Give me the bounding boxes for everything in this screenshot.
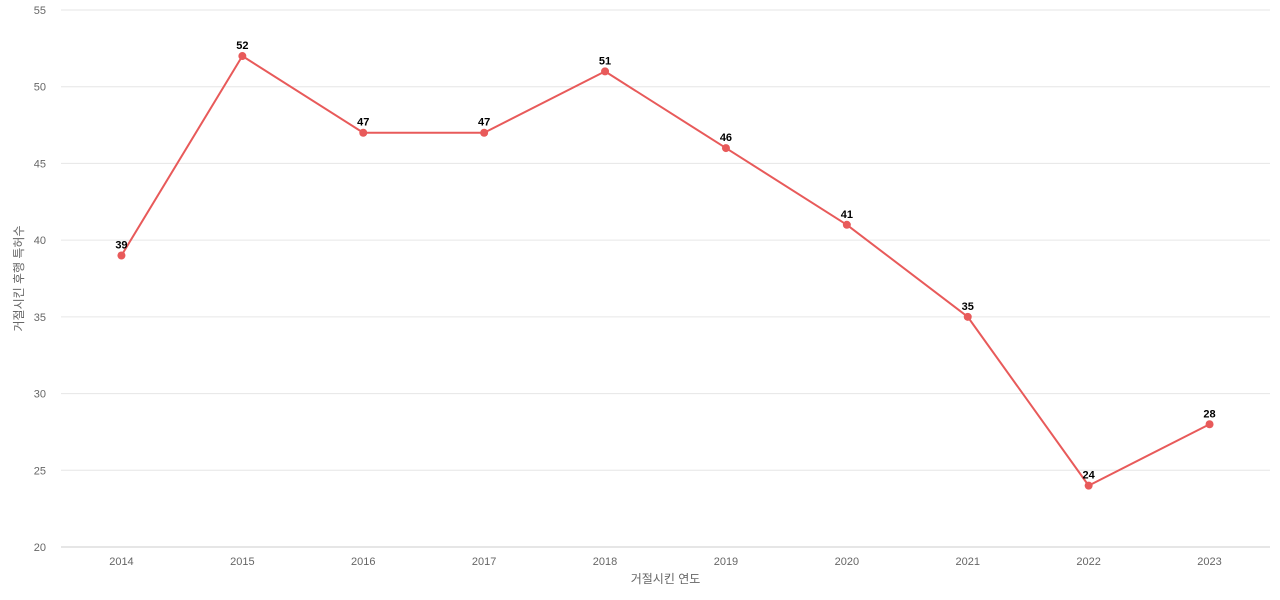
y-tick-label: 40: [34, 235, 46, 247]
data-label: 47: [357, 117, 369, 129]
data-point[interactable]: [601, 67, 610, 76]
data-point[interactable]: [359, 128, 368, 137]
data-point[interactable]: [1205, 420, 1214, 429]
data-label: 24: [1083, 470, 1096, 482]
y-gridlines: [61, 9, 1270, 471]
x-tick-label: 2018: [593, 556, 617, 568]
x-tick-label: 2022: [1076, 556, 1100, 568]
data-label: 51: [599, 55, 611, 67]
data-point[interactable]: [117, 251, 126, 260]
y-tick-label: 20: [34, 542, 46, 554]
y-tick-label: 30: [34, 389, 46, 401]
data-point[interactable]: [842, 220, 851, 229]
y-axis-ticks: 20 25 30 35 40 45 50 55: [34, 5, 46, 554]
data-point[interactable]: [1084, 481, 1093, 490]
x-tick-label: 2021: [956, 556, 980, 568]
x-axis-ticks: 2014 2015 2016 2017 2018 2019 2020 2021 2022 2023: [109, 556, 1222, 568]
data-label: 47: [478, 117, 490, 129]
x-tick-label: 2023: [1197, 556, 1221, 568]
x-axis-title: 거절시킨 연도: [631, 572, 701, 586]
y-axis-title: 거절시킨 후행 특허수: [11, 225, 26, 331]
y-tick-label: 35: [34, 312, 46, 324]
y-tick-label: 25: [34, 465, 46, 477]
data-label: 41: [841, 209, 853, 221]
x-tick-label: 2017: [472, 556, 496, 568]
x-tick-label: 2020: [835, 556, 859, 568]
x-tick-label: 2019: [714, 556, 738, 568]
data-labels: 39 52 47 47 51 46 41 35 24 28: [115, 40, 1215, 482]
x-tick-label: 2015: [230, 556, 254, 568]
x-tick-label: 2014: [109, 556, 133, 568]
data-label: 52: [236, 40, 248, 52]
data-label: 39: [115, 239, 127, 251]
data-point[interactable]: [963, 312, 972, 321]
data-label: 35: [962, 301, 974, 313]
y-tick-label: 45: [34, 158, 46, 170]
data-label: 28: [1203, 408, 1215, 420]
data-label: 46: [720, 132, 732, 144]
series-line: [120, 55, 1211, 487]
data-point[interactable]: [480, 128, 489, 137]
series-group: [117, 52, 1214, 490]
data-point[interactable]: [721, 144, 730, 153]
y-tick-label: 50: [34, 82, 46, 94]
data-point[interactable]: [238, 52, 247, 61]
x-tick-label: 2016: [351, 556, 375, 568]
y-tick-label: 55: [34, 5, 46, 17]
